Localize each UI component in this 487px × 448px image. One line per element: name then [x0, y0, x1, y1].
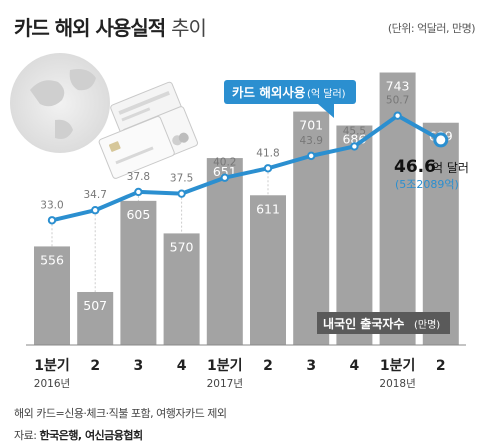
line-point	[350, 142, 359, 151]
bar	[250, 195, 286, 345]
line-series: 33.0 34.7 37.8 37.5 40.2 41.8 43.9 45.5 50.7	[40, 95, 449, 225]
title-sub: 추이	[171, 16, 207, 40]
bar	[422, 122, 459, 345]
source-note: 자료: 한국은행, 여신금융협회	[14, 427, 143, 443]
latest-value-unit: 억 달러	[432, 161, 469, 175]
line-point	[393, 111, 402, 120]
bar-value-label: 605	[126, 207, 150, 222]
line-value-label: 33.0	[40, 199, 63, 211]
x-tick-label: 1분기	[207, 358, 243, 374]
bar	[34, 246, 70, 345]
line-value-label: 34.7	[84, 189, 107, 201]
title-main: 카드 해외 사용실적	[14, 16, 166, 40]
line-value-label: 40.2	[213, 157, 236, 169]
x-tick-label: 3	[306, 358, 316, 374]
x-year-label: 2016년	[34, 378, 70, 390]
latest-value: 46.6	[394, 157, 436, 177]
bar-value-label: 556	[40, 252, 64, 267]
latest-value-highlight: 46.6 억 달러 (5조2089억)	[394, 157, 469, 191]
globe-illustration	[10, 53, 110, 153]
x-axis: 1분기 2 3 4 1분기 2 3 4 1분기 2 2016년 2017년 2018년	[26, 344, 466, 390]
line-value-label: 45.5	[343, 125, 366, 137]
x-tick-label: 3	[134, 358, 144, 374]
bar-value-label: 570	[170, 239, 194, 254]
latest-value-krw: (5조2089억)	[395, 178, 459, 191]
bar	[336, 125, 373, 346]
line-point	[433, 132, 449, 148]
x-tick-label: 1분기	[380, 358, 416, 374]
x-tick-label: 2	[436, 358, 446, 374]
line-series-unit: (억 달러)	[307, 88, 346, 100]
bar-value-label: 743	[386, 79, 410, 94]
credit-cards-illustration	[98, 81, 199, 179]
bar-series-unit: (만명)	[414, 319, 440, 331]
line-point	[307, 151, 316, 161]
line-point	[47, 216, 57, 225]
x-tick-label: 4	[177, 358, 187, 374]
line-point	[263, 164, 273, 173]
bar-series-label: 내국인 출국자수	[323, 316, 404, 331]
x-tick-label: 4	[350, 358, 360, 374]
bar	[206, 158, 243, 345]
x-year-label: 2017년	[207, 378, 243, 390]
source-prefix: 자료:	[14, 429, 37, 442]
x-tick-label: 2	[263, 358, 273, 374]
chart-title: 카드 해외 사용실적 추이	[14, 12, 207, 41]
x-tick-label: 2	[90, 358, 100, 374]
bar	[77, 291, 114, 345]
line-value-label: 37.5	[170, 173, 193, 185]
source-text: 한국은행, 여신금융협회	[39, 429, 143, 442]
footnote: 해외 카드=신용·체크·직불 포함, 여행자카드 제외	[14, 407, 227, 420]
line-point	[220, 173, 230, 182]
bar	[293, 111, 330, 345]
bar-value-label: 611	[256, 201, 280, 216]
line-point	[177, 189, 186, 198]
series-line	[51, 113, 442, 223]
line-value-label: 41.8	[256, 147, 279, 159]
x-tick-label: 1분기	[34, 358, 70, 374]
line-series-label: 카드 해외사용	[232, 85, 306, 100]
bar-value-label: 507	[83, 298, 107, 313]
line-point	[91, 206, 100, 215]
unit-note: (단위: 억달러, 만명)	[387, 22, 476, 35]
bar-value-label: 701	[299, 118, 323, 133]
line-value-label: 43.9	[300, 135, 323, 147]
line-value-label: 37.8	[127, 171, 150, 183]
bar	[120, 200, 157, 345]
bar	[163, 233, 200, 345]
line-series-callout: 카드 해외사용 (억 달러)	[224, 80, 356, 118]
line-point	[134, 187, 143, 197]
bar-series-callout: 내국인 출국자수 (만명)	[317, 312, 450, 334]
x-year-label: 2018년	[379, 378, 415, 390]
line-value-label: 50.7	[386, 95, 409, 107]
